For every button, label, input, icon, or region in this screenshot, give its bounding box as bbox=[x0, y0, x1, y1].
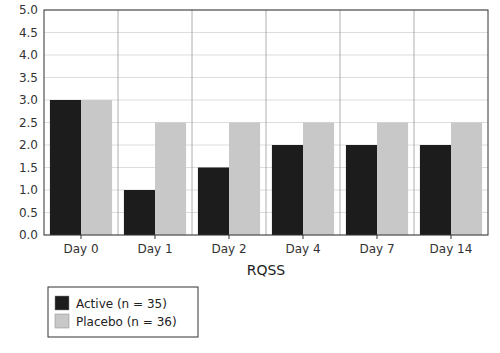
legend-label: Placebo (n = 36) bbox=[76, 315, 177, 329]
x-tick bbox=[303, 235, 304, 239]
y-tick-label: 5.0 bbox=[19, 3, 38, 17]
x-axis-label: RQSS bbox=[247, 262, 286, 278]
x-tick bbox=[451, 235, 452, 239]
legend-label: Active (n = 35) bbox=[76, 297, 167, 311]
x-tick-label: Day 7 bbox=[359, 242, 394, 256]
bar bbox=[229, 123, 260, 236]
x-tick bbox=[377, 235, 378, 239]
x-tick bbox=[229, 235, 230, 239]
bar bbox=[124, 190, 155, 235]
bar bbox=[198, 168, 229, 236]
bar bbox=[377, 123, 408, 236]
legend: Active (n = 35) Placebo (n = 36) bbox=[48, 287, 198, 337]
y-tick-label: 1.0 bbox=[19, 183, 38, 197]
bar bbox=[303, 123, 334, 236]
x-tick-label: Day 2 bbox=[211, 242, 246, 256]
y-tick-label: 3.0 bbox=[19, 93, 38, 107]
y-tick-label: 4.5 bbox=[19, 26, 38, 40]
x-tick-label: Day 0 bbox=[63, 242, 98, 256]
bar bbox=[155, 123, 186, 236]
y-tick-label: 4.0 bbox=[19, 48, 38, 62]
bar bbox=[81, 100, 112, 235]
group-divider bbox=[340, 10, 341, 235]
chart: 0.0 0.5 1.0 1.5 2.0 2.5 3.0 3.5 4.0 4.5 5.0 Day 0 Da… bbox=[0, 0, 500, 353]
x-tick-label: Day 14 bbox=[430, 242, 473, 256]
bar bbox=[50, 100, 81, 235]
legend-box bbox=[48, 287, 198, 337]
plot-frame bbox=[44, 10, 488, 235]
bar bbox=[272, 145, 303, 235]
group-divider bbox=[266, 10, 267, 235]
group-divider bbox=[414, 10, 415, 235]
y-tick-label: 2.0 bbox=[19, 138, 38, 152]
y-tick-label: 3.5 bbox=[19, 71, 38, 85]
y-tick-label: 0.0 bbox=[19, 228, 38, 242]
bars bbox=[50, 100, 482, 235]
legend-swatch bbox=[55, 314, 69, 328]
x-tick bbox=[155, 235, 156, 239]
bar bbox=[346, 145, 377, 235]
x-tick bbox=[81, 235, 82, 239]
y-tick-label: 2.5 bbox=[19, 116, 38, 130]
bar bbox=[451, 123, 482, 236]
x-tick-label: Day 4 bbox=[285, 242, 320, 256]
x-tick-label: Day 1 bbox=[137, 242, 172, 256]
bar bbox=[420, 145, 451, 235]
y-tick-label: 0.5 bbox=[19, 206, 38, 220]
y-tick-label: 1.5 bbox=[19, 161, 38, 175]
legend-swatch bbox=[55, 296, 69, 310]
group-divider bbox=[192, 10, 193, 235]
group-divider bbox=[118, 10, 119, 235]
